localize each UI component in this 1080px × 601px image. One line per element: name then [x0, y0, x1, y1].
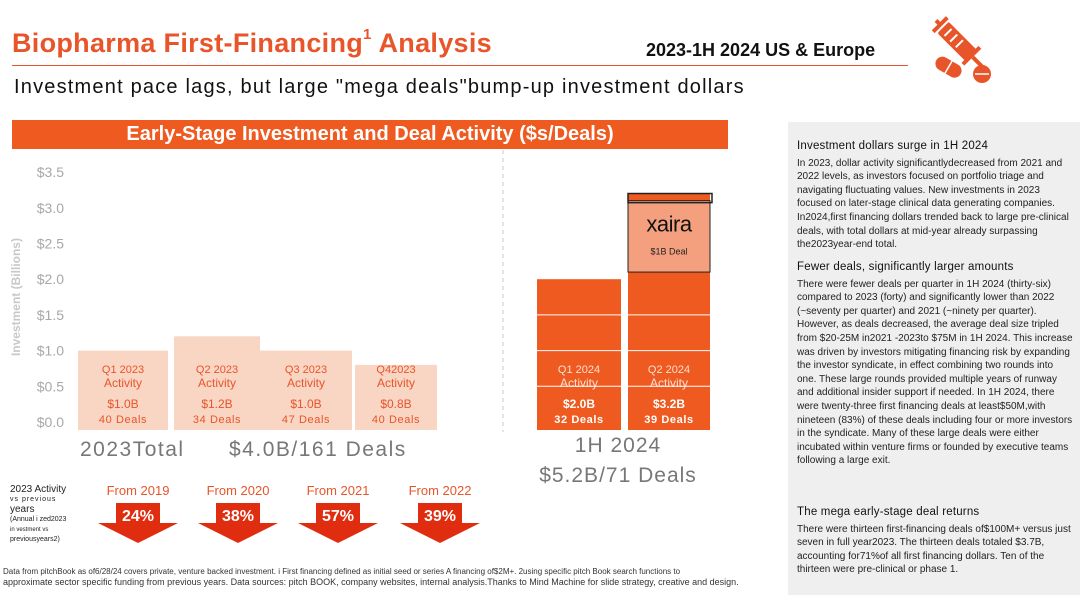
bar-q42023: [355, 364, 437, 430]
bar-name-label: Q1 2024: [558, 364, 600, 376]
y-tick-label: $1.0: [37, 343, 64, 359]
bar-deals-label: 47 Deals: [282, 414, 330, 426]
title-divider: [12, 65, 908, 66]
syringe-pill-icon: [931, 16, 991, 83]
bar-q12024: [537, 279, 621, 430]
bar-name-label: Q42023: [376, 364, 415, 376]
bar-sub-label: Activity: [104, 376, 142, 390]
bar-deals-label: 40 Deals: [372, 414, 420, 426]
comparison-pct: 39%: [424, 508, 456, 525]
y-axis-label: Investment (Billions): [9, 238, 23, 356]
bar-q22023: [174, 336, 260, 430]
bar-sub-label: Activity: [377, 376, 415, 390]
bar-name-label: Q2 2024: [648, 364, 690, 376]
headline: Investment pace lags, but large "mega de…: [14, 76, 745, 98]
comparison-pct: 24%: [122, 508, 154, 525]
xaira-logo: xaira: [646, 212, 692, 237]
bar-amount-label: $1.0B: [107, 397, 138, 411]
bar-sub-label: Activity: [650, 376, 688, 390]
chart-banner: Early-Stage Investment and Deal Activity…: [12, 120, 728, 149]
bar-deals-label: 32 Deals: [554, 414, 603, 426]
mega-deal-highlight: [627, 200, 711, 273]
bar-sub-label: Activity: [560, 376, 598, 390]
bar-sub-label: Activity: [287, 376, 325, 390]
bar-deals-label: 34 Deals: [193, 414, 241, 426]
bar-name-label: Q1 2023: [102, 364, 144, 376]
region-period-title: 2023-1H 2024 US & Europe: [646, 40, 876, 60]
bar-q12023: [78, 350, 168, 430]
y-tick-label: $1.5: [37, 307, 64, 323]
bar-name-label: Q2 2023: [196, 364, 238, 376]
bar-amount-label: $1.0B: [290, 397, 321, 411]
total-2023-label: 2023Total: [80, 438, 185, 461]
y-tick-label: $3.5: [37, 164, 64, 180]
mega-deal-label: $1B Deal: [650, 247, 687, 257]
total-2023-value: $4.0B/161 Deals: [229, 438, 407, 461]
bar-amount-label: $2.0B: [563, 397, 595, 411]
sidebar-section-mega: The mega early-stage deal returns There …: [797, 506, 1071, 576]
comparison-label: From 2019: [106, 483, 170, 498]
comparison-label: From 2021: [306, 483, 370, 498]
page-title: Biopharma First-Financing1 Analysis: [12, 26, 492, 58]
mega-deal-outline: [627, 192, 713, 204]
y-tick-label: $2.5: [37, 236, 64, 252]
comparison-label: From 2022: [408, 483, 472, 498]
y-tick-label: $3.0: [37, 200, 64, 216]
total-1h2024-label: 1H 2024: [575, 434, 661, 457]
bar-name-label: Q3 2023: [285, 364, 327, 376]
investment-chart: Investment (Billions) $0.0 $0.5 $1.0 $1.5 $2.…: [9, 150, 713, 487]
down-arrow-icon: 57%: [298, 503, 378, 543]
bar-deals-label: 40 Deals: [99, 414, 147, 426]
sidebar-section-deals: Fewer deals, significantly larger amount…: [797, 261, 1073, 467]
bar-amount-label: $1.2B: [201, 397, 232, 411]
down-arrow-icon: 39%: [400, 503, 480, 543]
comparison-pct: 38%: [222, 508, 254, 525]
bar-q32023: [260, 350, 352, 430]
bar-amount-label: $0.8B: [380, 397, 411, 411]
y-tick-label: $0.5: [37, 378, 64, 394]
down-arrow-icon: 38%: [198, 503, 278, 543]
y-tick-label: $2.0: [37, 271, 64, 287]
sidebar-commentary: Investment dollars surge in 1H 2024 In 2…: [788, 122, 1080, 595]
bar-amount-label: $3.2B: [653, 397, 685, 411]
bar-sub-label: Activity: [198, 376, 236, 390]
sidebar-section-investment: Investment dollars surge in 1H 2024 In 2…: [797, 140, 1069, 251]
total-1h2024-value: $5.2B/71 Deals: [539, 464, 697, 487]
y-tick-label: $0.0: [37, 414, 64, 430]
footnote: Data from pitchBook as of6/28/24 covers …: [3, 567, 739, 587]
comparison-pct: 57%: [322, 508, 354, 525]
bar-deals-label: 39 Deals: [644, 414, 693, 426]
down-arrow-icon: 24%: [98, 503, 178, 543]
comparison-note: 2023 Activity vs previous years (Annual …: [10, 484, 67, 544]
comparison-label: From 2020: [206, 483, 270, 498]
